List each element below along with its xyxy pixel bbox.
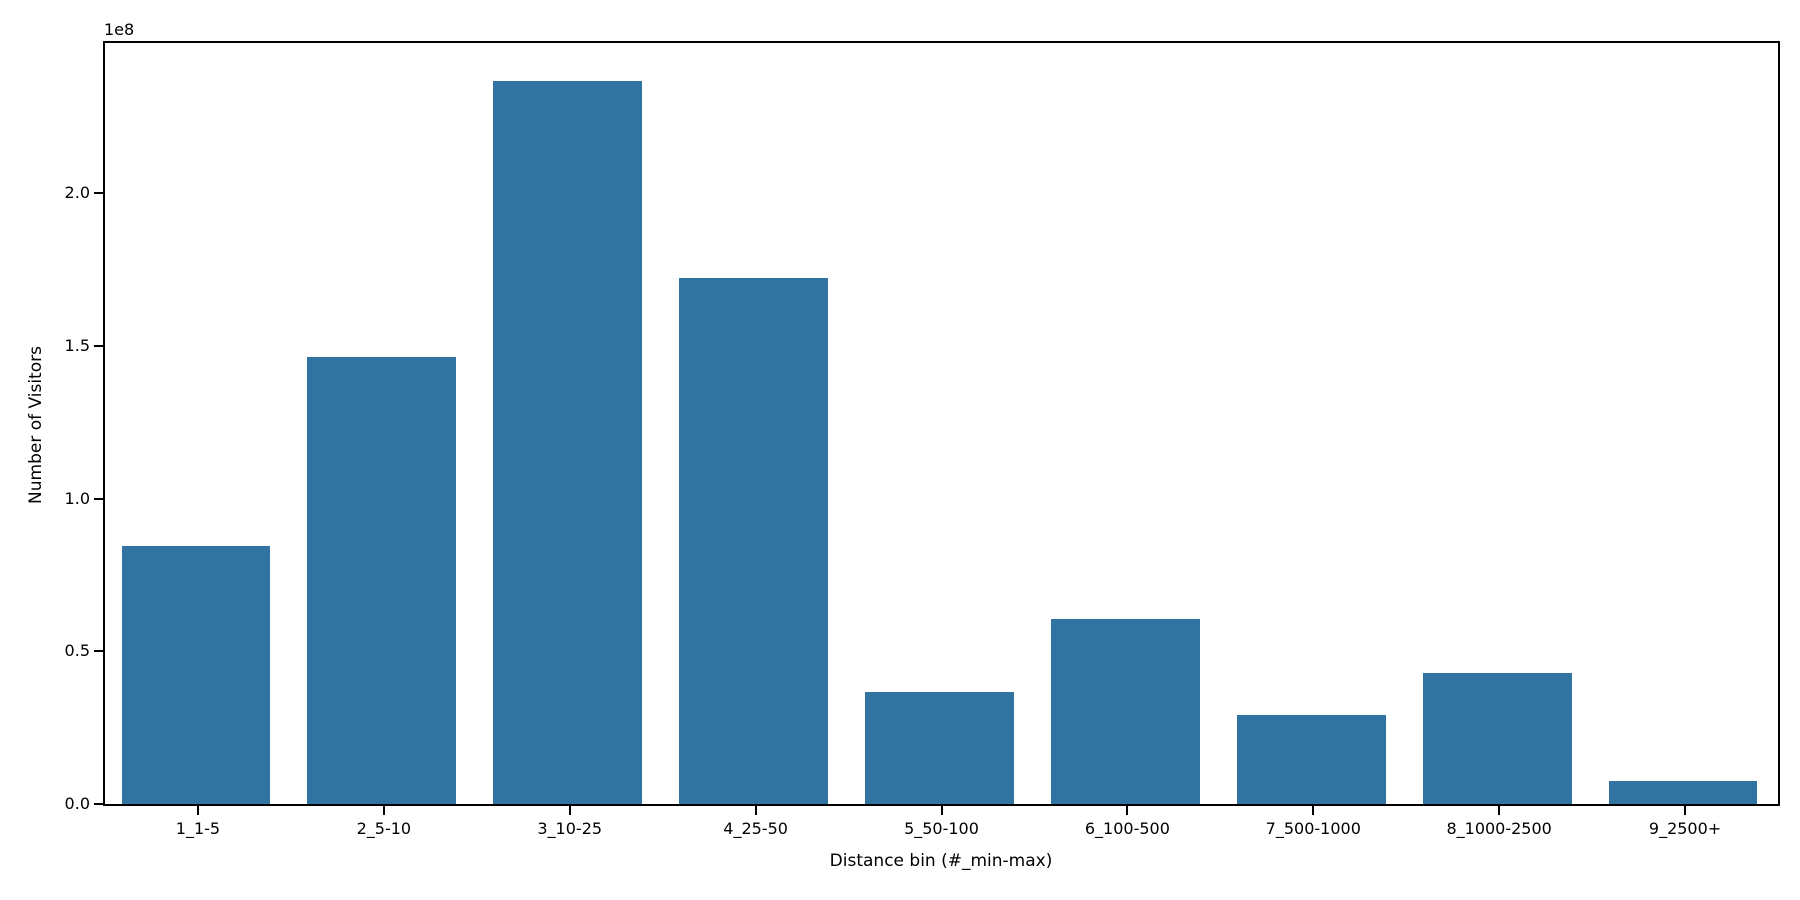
bar-2_5-10 — [307, 357, 457, 804]
y-tick-label: 1.0 — [64, 488, 90, 508]
x-tick-label: 6_100-500 — [1084, 819, 1170, 838]
x-axis-label: Distance bin (#_min-max) — [829, 851, 1053, 871]
y-tick-mark — [94, 192, 103, 195]
plot-area — [103, 41, 1780, 806]
x-tick-label: 1_1-5 — [175, 819, 221, 838]
bar-7_500-1000 — [1236, 714, 1386, 804]
bar-9_2500+ — [1608, 781, 1758, 804]
x-tick-label: 8_1000-2500 — [1446, 819, 1552, 838]
x-tick-mark — [1498, 806, 1501, 815]
bar-3_10-25 — [493, 80, 643, 804]
y-tick-mark — [94, 650, 103, 653]
x-tick-label: 3_10-25 — [537, 819, 603, 838]
x-tick-label: 2_5-10 — [356, 819, 412, 838]
x-tick-label: 9_2500+ — [1648, 819, 1722, 838]
y-tick-mark — [94, 497, 103, 500]
x-tick-mark — [1312, 806, 1315, 815]
y-axis-label: Number of Visitors — [26, 346, 46, 504]
y-axis-offset-text: 1e8 — [104, 20, 135, 39]
y-tick-label: 0.5 — [64, 641, 90, 661]
x-tick-mark — [940, 806, 943, 815]
x-tick-mark — [1126, 806, 1129, 815]
y-tick-label: 0.0 — [64, 794, 90, 813]
x-tick-label: 5_50-100 — [904, 819, 979, 838]
x-tick-mark — [196, 806, 199, 815]
y-tick-label: 1.5 — [64, 335, 90, 355]
x-tick-label: 7_500-1000 — [1265, 819, 1361, 838]
bar-6_100-500 — [1051, 618, 1200, 804]
x-tick-mark — [568, 806, 571, 815]
x-tick-mark — [1684, 806, 1687, 815]
x-tick-mark — [754, 806, 757, 815]
y-tick-mark — [94, 344, 103, 347]
y-tick-mark — [94, 803, 103, 805]
bar-4_25-50 — [679, 277, 828, 804]
y-tick-label: 2.0 — [64, 183, 90, 203]
x-tick-mark — [382, 806, 385, 815]
bar-8_1000-2500 — [1422, 672, 1572, 804]
bar-5_50-100 — [865, 691, 1014, 804]
x-tick-label: 4_25-50 — [723, 819, 788, 838]
bar-1_1-5 — [121, 545, 271, 804]
